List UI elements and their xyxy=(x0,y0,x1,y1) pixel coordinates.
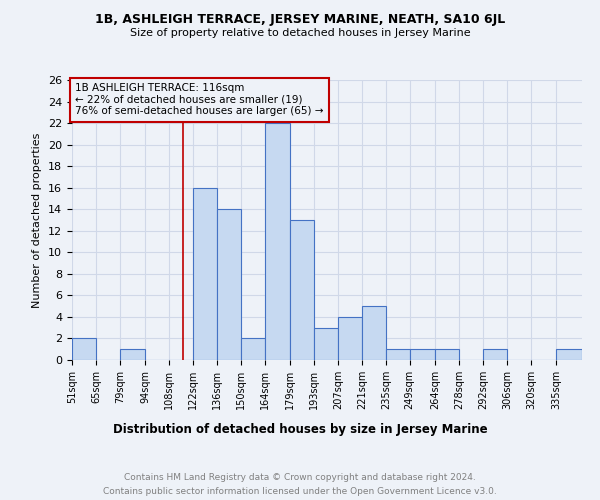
Bar xyxy=(72,338,96,360)
Bar xyxy=(338,317,362,360)
Bar xyxy=(556,349,582,360)
Bar xyxy=(120,349,145,360)
Bar xyxy=(290,220,314,360)
Bar xyxy=(241,338,265,360)
Text: Size of property relative to detached houses in Jersey Marine: Size of property relative to detached ho… xyxy=(130,28,470,38)
Text: 1B, ASHLEIGH TERRACE, JERSEY MARINE, NEATH, SA10 6JL: 1B, ASHLEIGH TERRACE, JERSEY MARINE, NEA… xyxy=(95,12,505,26)
Text: Contains public sector information licensed under the Open Government Licence v3: Contains public sector information licen… xyxy=(103,488,497,496)
Bar xyxy=(436,349,459,360)
Bar xyxy=(386,349,410,360)
Bar xyxy=(483,349,507,360)
Y-axis label: Number of detached properties: Number of detached properties xyxy=(32,132,43,308)
Bar xyxy=(410,349,436,360)
Bar xyxy=(193,188,217,360)
Text: Distribution of detached houses by size in Jersey Marine: Distribution of detached houses by size … xyxy=(113,422,487,436)
Bar xyxy=(314,328,338,360)
Bar xyxy=(265,123,290,360)
Bar xyxy=(362,306,386,360)
Bar xyxy=(217,209,241,360)
Text: Contains HM Land Registry data © Crown copyright and database right 2024.: Contains HM Land Registry data © Crown c… xyxy=(124,472,476,482)
Text: 1B ASHLEIGH TERRACE: 116sqm
← 22% of detached houses are smaller (19)
76% of sem: 1B ASHLEIGH TERRACE: 116sqm ← 22% of det… xyxy=(76,83,324,116)
